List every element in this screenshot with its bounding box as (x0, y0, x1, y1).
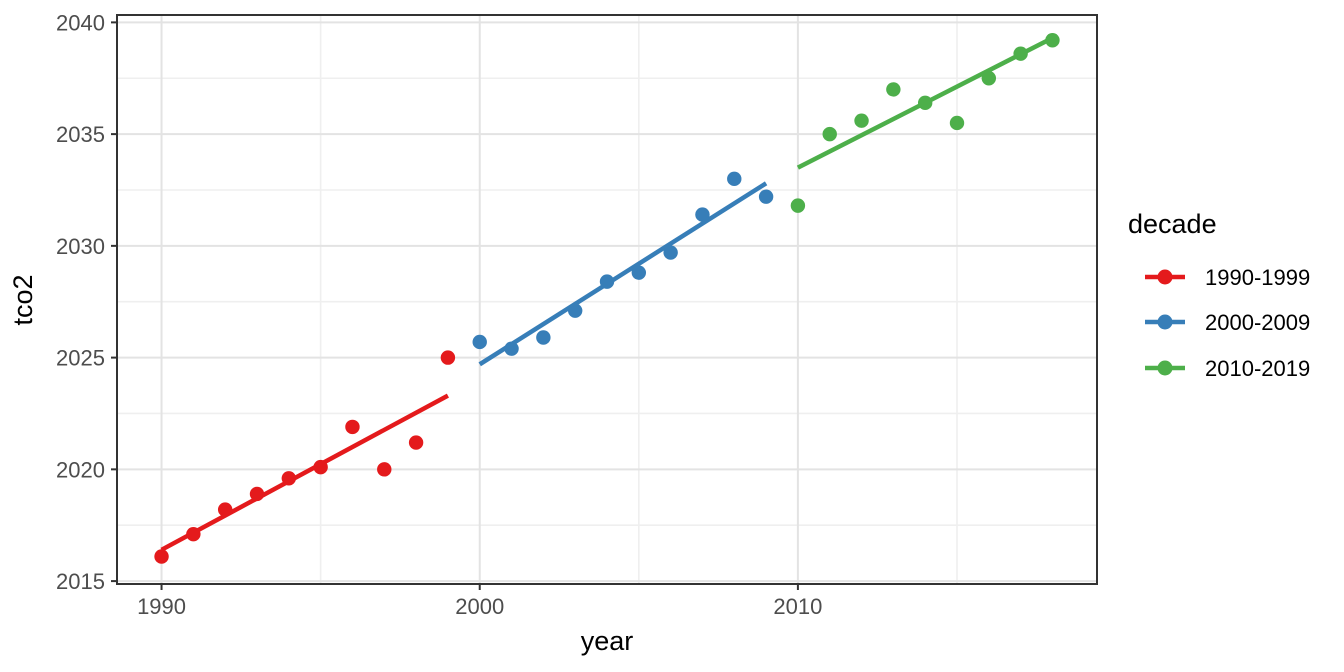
data-point (377, 462, 392, 477)
data-point (408, 435, 424, 450)
y-axis-title: tco2 (8, 274, 38, 325)
data-point (981, 71, 997, 86)
trend-line (478, 181, 768, 367)
y-tick-label: 2025 (56, 346, 105, 371)
legend-entry-label: 2010-2019 (1205, 356, 1310, 381)
data-point (217, 502, 233, 517)
data-layer (154, 33, 1060, 564)
data-point (249, 486, 265, 502)
data-point (758, 189, 774, 204)
data-point (313, 459, 328, 475)
x-axis-title: year (581, 626, 634, 656)
legend-key-point (1157, 360, 1173, 376)
y-tick-label: 2040 (56, 10, 105, 35)
data-point (281, 471, 297, 486)
y-tick-label: 2035 (56, 122, 105, 147)
legend-key-point (1157, 314, 1173, 330)
axis-layer: 1990 2000 2010 2015 2020 2025 2030 2035 2040 (56, 10, 822, 619)
data-point (663, 245, 678, 260)
data-point (536, 330, 551, 345)
legend-entry: 2010-2019 (1145, 356, 1310, 381)
data-point (854, 113, 869, 128)
grid-layer (117, 15, 1097, 584)
y-tick-label: 2015 (56, 569, 105, 594)
legend-entry: 1990-1999 (1145, 265, 1310, 290)
legend-entry-label: 2000-2009 (1205, 310, 1310, 335)
data-point (599, 274, 615, 289)
y-tick-label: 2020 (56, 457, 105, 482)
legend-entry-label: 1990-1999 (1205, 265, 1310, 290)
data-point (472, 334, 487, 350)
data-point (504, 341, 519, 356)
data-point (695, 207, 710, 222)
data-point (631, 265, 647, 280)
data-point (917, 95, 933, 111)
trend-line (160, 393, 449, 552)
data-point (186, 526, 201, 542)
data-point (345, 419, 360, 435)
legend-entry: 2000-2009 (1145, 310, 1310, 335)
data-point (727, 171, 742, 187)
data-point (154, 549, 169, 564)
panel-border (116, 14, 1098, 585)
data-point (790, 198, 806, 213)
data-point (949, 115, 965, 131)
legend-key-point (1157, 269, 1173, 285)
x-tick-label: 2000 (455, 594, 504, 619)
data-point (440, 350, 456, 365)
x-tick-label: 2010 (773, 594, 822, 619)
panel-background (117, 15, 1097, 584)
y-tick-label: 2030 (56, 234, 105, 259)
legend-title: decade (1128, 209, 1217, 239)
data-point (886, 82, 901, 97)
legend: decade 1990-1999 2000-2009 2010-2019 (1128, 209, 1310, 381)
x-tick-label: 1990 (137, 594, 186, 619)
data-point (822, 126, 837, 142)
data-point (1045, 33, 1060, 48)
data-point (567, 303, 583, 318)
data-point (1013, 46, 1028, 61)
